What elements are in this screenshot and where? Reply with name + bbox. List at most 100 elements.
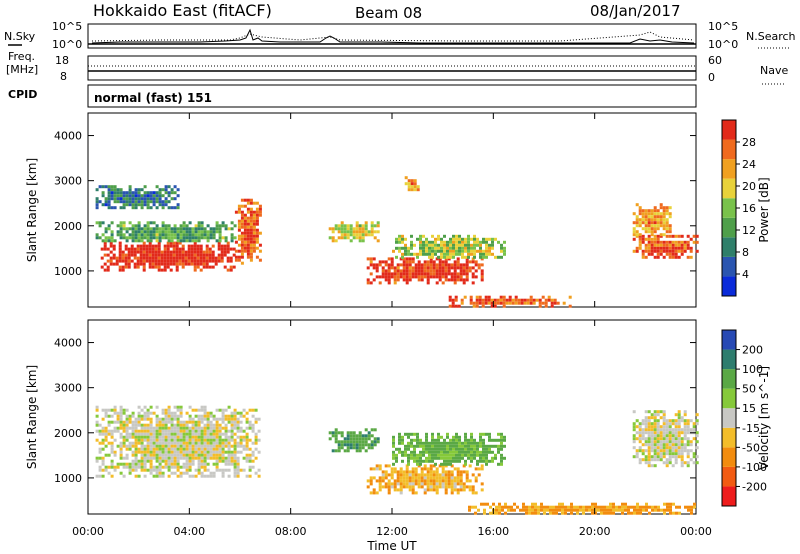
velocity-cell bbox=[644, 419, 648, 423]
velocity-cell bbox=[585, 508, 588, 512]
power-cell bbox=[118, 241, 122, 245]
power-cell bbox=[444, 278, 448, 282]
velocity-cell bbox=[152, 468, 156, 472]
velocity-cell bbox=[101, 441, 105, 445]
velocity-cell bbox=[224, 426, 228, 430]
power-cell bbox=[215, 221, 219, 225]
velocity-cell bbox=[441, 476, 445, 480]
power-cell bbox=[452, 249, 455, 253]
velocity-cell bbox=[665, 440, 669, 444]
power-cell bbox=[161, 236, 165, 240]
power-cell bbox=[650, 240, 654, 244]
velocity-cell bbox=[221, 438, 225, 442]
velocity-cell bbox=[600, 511, 603, 515]
power-cell bbox=[136, 247, 140, 251]
velocity-cell bbox=[245, 474, 249, 478]
velocity-cell bbox=[254, 438, 258, 442]
velocity-cell bbox=[164, 429, 168, 433]
power-cell bbox=[478, 298, 482, 302]
power-cell bbox=[119, 227, 123, 231]
velocity-cell bbox=[113, 420, 117, 424]
power-cell bbox=[396, 275, 400, 279]
power-cell bbox=[110, 221, 114, 225]
velocity-cell bbox=[659, 410, 663, 414]
power-cell bbox=[656, 215, 660, 219]
velocity-cell bbox=[188, 405, 192, 409]
velocity-cell bbox=[203, 417, 207, 421]
power-cell bbox=[361, 236, 365, 240]
velocity-cell bbox=[191, 462, 195, 466]
power-cell bbox=[107, 206, 111, 210]
velocity-cell bbox=[494, 438, 497, 442]
velocity-cell bbox=[155, 456, 159, 460]
power-cell bbox=[677, 246, 681, 250]
velocity-cell bbox=[110, 447, 114, 451]
power-cell bbox=[428, 255, 431, 259]
velocity-cell bbox=[230, 444, 234, 448]
power-cell bbox=[173, 191, 177, 195]
velocity-cell bbox=[158, 462, 162, 466]
power-cell bbox=[659, 233, 663, 237]
velocity-cell bbox=[422, 441, 425, 445]
velocity-cell bbox=[149, 405, 153, 409]
power-cell bbox=[167, 224, 171, 228]
power-cell bbox=[662, 243, 666, 247]
power-cell bbox=[142, 250, 146, 254]
velocity-cell bbox=[464, 444, 467, 448]
velocity-cell bbox=[677, 434, 681, 438]
velocity-cell bbox=[558, 505, 561, 509]
velocity-cell bbox=[449, 447, 452, 451]
power-cell bbox=[107, 185, 111, 189]
velocity-cell bbox=[650, 446, 654, 450]
power-cell bbox=[447, 278, 451, 282]
power-cell bbox=[423, 260, 427, 264]
velocity-cell bbox=[507, 505, 510, 509]
power-cell bbox=[459, 263, 463, 267]
power-cell bbox=[644, 230, 648, 234]
velocity-cell bbox=[161, 453, 165, 457]
velocity-cell bbox=[167, 429, 171, 433]
velocity-cell bbox=[485, 462, 488, 466]
velocity-cell bbox=[404, 444, 407, 448]
colorbar-tick-label: -50 bbox=[742, 441, 760, 454]
power-cell bbox=[446, 240, 449, 244]
colorbar-tick-label: 12 bbox=[742, 224, 756, 237]
power-cell bbox=[674, 252, 678, 256]
power-cell bbox=[103, 244, 107, 248]
velocity-cell bbox=[381, 479, 385, 483]
velocity-cell bbox=[549, 508, 552, 512]
velocity-cell bbox=[104, 411, 108, 415]
velocity-cell bbox=[212, 456, 216, 460]
velocity-cell bbox=[167, 474, 171, 478]
velocity-cell bbox=[651, 508, 654, 512]
power-cell bbox=[384, 278, 388, 282]
power-cell bbox=[190, 259, 194, 263]
power-cell bbox=[491, 246, 494, 250]
power-cell bbox=[196, 265, 200, 269]
power-cell bbox=[367, 230, 371, 234]
power-cell bbox=[212, 230, 216, 234]
power-cell bbox=[420, 278, 424, 282]
power-cell bbox=[246, 225, 250, 229]
velocity-cell bbox=[194, 447, 198, 451]
velocity-cell bbox=[161, 459, 165, 463]
power-cell bbox=[438, 272, 442, 276]
velocity-cell bbox=[381, 476, 385, 480]
velocity-cell bbox=[683, 428, 687, 432]
velocity-cell bbox=[161, 444, 165, 448]
velocity-cell bbox=[426, 485, 430, 489]
power-cell bbox=[656, 224, 660, 228]
power-cell bbox=[170, 233, 174, 237]
velocity-cell bbox=[452, 447, 455, 451]
velocity-cell bbox=[435, 473, 439, 477]
velocity-cell bbox=[491, 456, 494, 460]
velocity-cell bbox=[364, 443, 368, 447]
power-cell bbox=[446, 252, 449, 256]
velocity-cell bbox=[218, 450, 222, 454]
power-cell bbox=[146, 239, 150, 243]
power-cell bbox=[650, 221, 654, 225]
power-cell bbox=[157, 268, 161, 272]
power-cell bbox=[196, 259, 200, 263]
velocity-cell bbox=[471, 473, 475, 477]
power-cell bbox=[234, 249, 238, 253]
